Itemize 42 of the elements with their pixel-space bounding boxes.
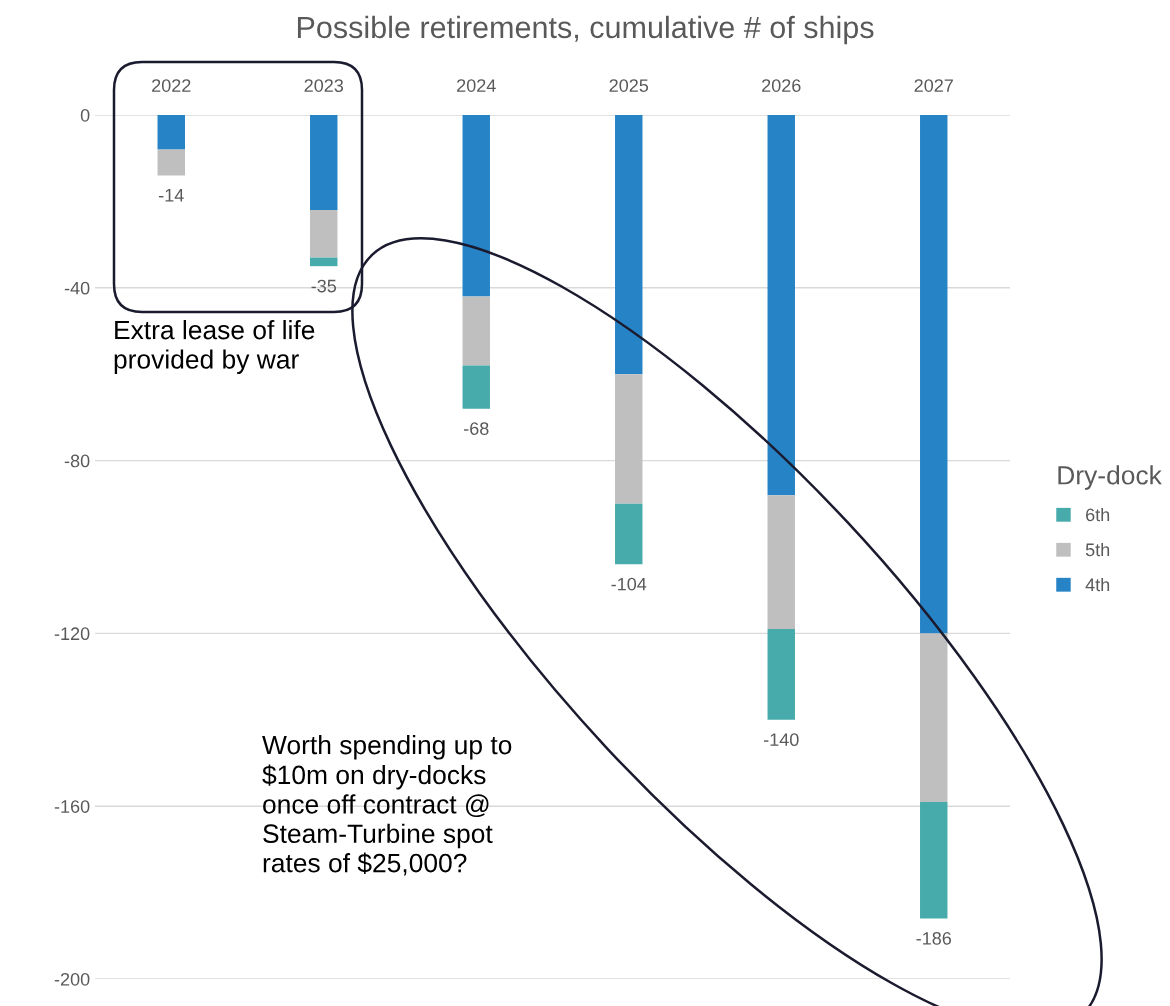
chart-title: Possible retirements, cumulative # of ships — [297, 15, 874, 45]
bar — [920, 801, 948, 919]
x-tick-label: 2026 — [762, 79, 801, 92]
bar — [462, 296, 490, 366]
x-tick-label: 2025 — [609, 79, 649, 92]
total-label: -14 — [159, 189, 184, 202]
bar — [462, 115, 490, 297]
legend-title: Dry-dock — [1058, 465, 1162, 490]
x-tick-label: 2023 — [304, 79, 344, 92]
total-label: -104 — [611, 577, 647, 591]
legend-label: 5th — [1085, 542, 1110, 557]
bar — [615, 503, 643, 565]
y-tick-label: -160 — [54, 800, 90, 813]
bar — [920, 633, 948, 802]
bar — [920, 115, 948, 634]
bar — [157, 149, 185, 176]
total-label: -68 — [464, 422, 489, 435]
y-tick-label: -200 — [54, 972, 90, 986]
annotation: Worth spending up to $10m on dry-docks once off contract @ Steam-Turbine spot rates of $25,000? — [262, 735, 512, 876]
total-label: -140 — [763, 733, 799, 747]
y-tick-label: -80 — [64, 454, 90, 468]
bar — [157, 115, 185, 150]
bar — [767, 629, 795, 720]
bar — [310, 115, 338, 211]
legend-label: 6th — [1086, 507, 1110, 522]
bar — [615, 115, 643, 375]
y-tick-label: -40 — [64, 281, 90, 295]
annotation: Extra lease of life provided by war — [114, 320, 315, 374]
bar — [462, 365, 490, 409]
bar — [310, 257, 338, 267]
x-tick-label: 2027 — [914, 79, 953, 92]
total-label: -186 — [916, 931, 952, 945]
bar — [310, 210, 338, 258]
bar — [767, 115, 795, 496]
y-tick-label: -120 — [54, 627, 90, 641]
y-tick-label: 0 — [80, 108, 90, 122]
bar — [615, 374, 643, 504]
bar — [767, 495, 795, 630]
x-tick-label: 2024 — [457, 79, 496, 92]
x-tick-label: 2022 — [152, 79, 191, 92]
total-label: -35 — [311, 279, 337, 293]
legend-label: 4th — [1085, 577, 1110, 592]
